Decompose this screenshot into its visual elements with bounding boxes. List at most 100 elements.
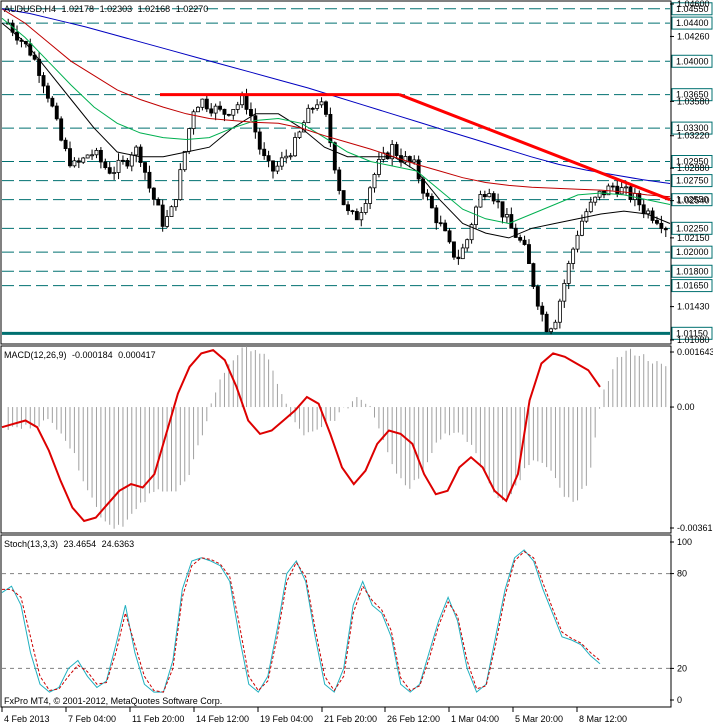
candle-body: [204, 98, 209, 110]
candle-body: [248, 108, 253, 117]
level-box: [671, 16, 713, 30]
candle-body: [346, 204, 350, 212]
candle-body: [557, 300, 562, 323]
candle-body: [491, 193, 496, 202]
candle-body: [434, 207, 439, 224]
candle-body: [103, 161, 108, 169]
price-tick-label: 1.03220: [677, 131, 710, 141]
candle-body: [487, 193, 492, 198]
level-label: 1.03650: [676, 90, 709, 100]
macd-tick-label: 0.00: [677, 402, 695, 412]
candle-body: [76, 160, 81, 163]
level-label: 1.02550: [676, 195, 709, 205]
candle-body: [447, 230, 452, 243]
candle-body: [385, 152, 390, 160]
candle-body: [222, 108, 227, 115]
level-label: 1.04000: [676, 56, 709, 66]
macd-header: MACD(12,26,9) -0.000184 0.000417: [4, 350, 156, 360]
candle-body: [191, 111, 196, 130]
price-tick-label: 1.01080: [677, 335, 710, 345]
candle-body: [588, 201, 593, 213]
stoch-series-layer: [1, 549, 670, 693]
candle-body: [527, 244, 531, 264]
candle-body: [288, 155, 293, 158]
candle-body: [429, 195, 434, 209]
candle-body: [107, 167, 112, 174]
candle-body: [359, 212, 364, 221]
macd-main-value: -0.000184: [72, 350, 113, 360]
candle-body: [504, 214, 509, 218]
candle-body: [213, 105, 218, 114]
candle-body: [469, 224, 474, 241]
price-tick-label: 1.02880: [677, 163, 710, 173]
candle-body: [90, 154, 95, 157]
level-box: [671, 2, 713, 16]
candle-body: [125, 160, 130, 167]
price-tick-label: 1.02540: [677, 196, 710, 206]
candle-body: [438, 222, 443, 225]
candle-body: [624, 186, 629, 189]
candle-body: [518, 237, 523, 241]
candle-body: [571, 248, 576, 264]
macd-tick-label: 0.001643: [677, 347, 713, 357]
candle-body: [169, 206, 174, 217]
level-box: [671, 88, 713, 102]
candle-body: [593, 196, 598, 203]
candle-body: [50, 97, 55, 107]
candle-body: [293, 137, 298, 157]
time-tick-label: 26 Feb 12:00: [387, 714, 440, 724]
level-label: 1.01650: [676, 281, 709, 291]
stoch-name: Stoch(13,3,3): [4, 539, 58, 549]
candle-body: [275, 165, 280, 172]
candle-body: [257, 131, 262, 150]
candle-body: [310, 107, 315, 110]
level-label: 1.04400: [676, 18, 709, 28]
level-label: 1.01800: [676, 266, 709, 276]
candle-body: [81, 157, 86, 163]
stoch-main-value: 23.4654: [64, 539, 97, 549]
candle-body: [231, 109, 236, 116]
candle-body: [566, 263, 571, 284]
candle-body: [332, 142, 337, 171]
candle-body: [394, 144, 399, 156]
time-tick-label: 8 Mar 12:00: [579, 714, 627, 724]
level-label: 1.03300: [676, 123, 709, 133]
candle-body: [63, 139, 68, 149]
candle-body: [549, 328, 553, 332]
stoch-tick-label: 80: [677, 569, 687, 579]
candle-body: [218, 105, 222, 110]
candle-body: [94, 149, 99, 156]
level-box: [671, 193, 713, 207]
candle-body: [244, 95, 249, 110]
candle-body: [116, 159, 121, 173]
candle-body: [452, 241, 456, 258]
candle-body: [297, 131, 302, 138]
symbol-label: AUDUSD,H4: [4, 4, 56, 14]
candle-body: [465, 239, 470, 249]
candle-body: [301, 122, 306, 133]
candle-body: [575, 234, 580, 250]
candle-body: [619, 187, 624, 195]
time-tick-label: 19 Feb 04:00: [260, 714, 313, 724]
candle-body: [178, 169, 183, 201]
candle-body: [376, 159, 381, 175]
candle-body: [368, 187, 373, 204]
candle-body: [610, 185, 615, 188]
candle-body: [509, 214, 514, 229]
candle-body: [535, 286, 540, 307]
candle-body: [271, 160, 275, 172]
macd-series-layer: [1, 346, 667, 529]
close-value: 1.02270: [176, 4, 209, 14]
candle-body: [68, 148, 72, 167]
level-box: [671, 221, 713, 235]
level-box: [671, 279, 713, 293]
candle-body: [412, 159, 417, 163]
moving-average-line: [1, 17, 671, 225]
macd-signal-line: [1, 348, 601, 523]
candle-body: [641, 204, 646, 215]
candle-body: [196, 106, 200, 113]
macd-panel: [0, 345, 672, 534]
candle-body: [443, 222, 448, 232]
candle-body: [121, 159, 125, 162]
candle-body: [500, 201, 505, 218]
